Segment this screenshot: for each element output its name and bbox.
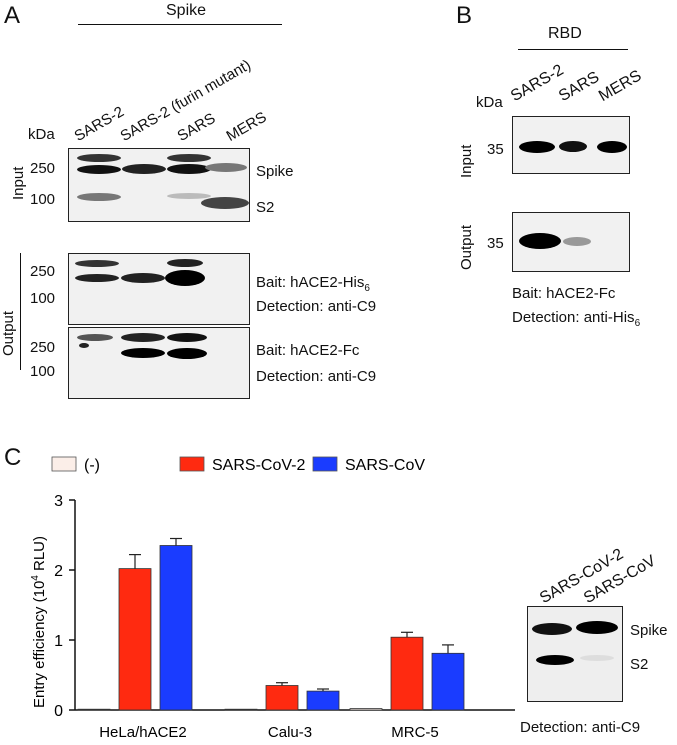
spike-header-rule (78, 24, 282, 25)
band-label-s2-a: S2 (256, 199, 275, 216)
lane-label-b-sars2: SARS-2 (508, 61, 567, 106)
output-blot-b (512, 212, 630, 272)
marker-250-out1: 250 (30, 263, 56, 280)
spike-header: Spike (166, 2, 207, 19)
legend-label: (-) (84, 457, 100, 474)
output-label-a: Output (0, 310, 17, 356)
panel-c-letter: C (4, 444, 22, 471)
y-tick-label: 2 (54, 563, 63, 580)
y-tick-label: 3 (54, 493, 63, 510)
detection-label-out1: Detection: anti-C9 (256, 298, 377, 315)
kda-label-a: kDa (28, 126, 55, 143)
panel-a-letter: A (4, 2, 21, 29)
marker-100-out2: 100 (30, 363, 56, 380)
detection-label-c: Detection: anti-C9 (520, 719, 641, 736)
marker-35-output-b: 35 (487, 235, 504, 252)
legend-swatch (312, 456, 338, 472)
output-label-b: Output (458, 224, 475, 270)
legend-swatch (179, 456, 205, 472)
marker-250-input: 250 (30, 160, 56, 177)
bar---0 (77, 708, 111, 711)
output-blot-fc (68, 327, 250, 399)
input-label-a: Input (10, 166, 27, 200)
band-label-spike-c: Spike (630, 622, 668, 639)
bait-his-label: Bait: hACE2-His6 (256, 274, 370, 294)
legend-label: SARS-CoV (345, 457, 425, 474)
band-label-spike-a: Spike (256, 163, 294, 180)
kda-label-b: kDa (476, 94, 503, 111)
chart-legend: (-) SARS-CoV-2 SARS-CoV (51, 456, 425, 474)
x-category-label: MRC-5 (391, 724, 439, 741)
bar---1 (224, 708, 258, 711)
lane-label-b-mers: MERS (596, 67, 645, 106)
chart-plot: 0 1 2 3 Entry efficiency (104 RLU) HeLa/hACE2… (30, 493, 515, 741)
input-blot-a (68, 148, 250, 222)
lane-label-sars: SARS (174, 109, 219, 145)
bar-sars-cov-2 (431, 652, 465, 711)
y-axis-label: Entry efficiency (104 RLU) (30, 536, 48, 708)
band-label-s2-c: S2 (630, 656, 649, 673)
legend-label: SARS-CoV-2 (212, 457, 305, 474)
bait-label-b: Bait: hACE2-Fc (512, 285, 616, 302)
rbd-header: RBD (548, 25, 582, 42)
legend-swatch (51, 456, 77, 472)
x-category-label: Calu-3 (268, 724, 312, 741)
lane-label-sars2: SARS-2 (71, 103, 127, 145)
input-label-b: Input (458, 144, 475, 178)
input-blot-b (512, 116, 630, 174)
x-category-label: HeLa/hACE2 (99, 724, 187, 741)
bait-fc-label-a: Bait: hACE2-Fc (256, 342, 360, 359)
output-bracket-a (20, 253, 21, 370)
rbd-header-rule (518, 49, 628, 50)
bar---2 (349, 708, 383, 711)
bar-sars-cov-0 (159, 545, 193, 711)
y-tick-label: 0 (54, 703, 63, 720)
panel-b-letter: B (456, 2, 473, 29)
marker-35-input-b: 35 (487, 141, 504, 158)
marker-250-out2: 250 (30, 339, 56, 356)
entry-efficiency-chart: (-) SARS-CoV-2 SARS-CoV 0 1 2 3 Entry efficien… (30, 456, 515, 741)
y-tick-label: 1 (54, 633, 63, 650)
lane-label-mers: MERS (223, 108, 270, 145)
detection-label-b: Detection: anti-His6 (512, 309, 641, 329)
output-blot-his (68, 253, 250, 325)
blot-c (527, 606, 623, 702)
bar-sars-cov-2-0 (118, 568, 152, 711)
marker-100-out1: 100 (30, 290, 56, 307)
detection-label-out2: Detection: anti-C9 (256, 368, 377, 385)
bar-sars-cov-2-1 (265, 685, 299, 711)
bar-sars-cov-1 (306, 690, 340, 711)
marker-100-input: 100 (30, 191, 56, 208)
bar-sars-cov-2-2 (390, 636, 424, 711)
